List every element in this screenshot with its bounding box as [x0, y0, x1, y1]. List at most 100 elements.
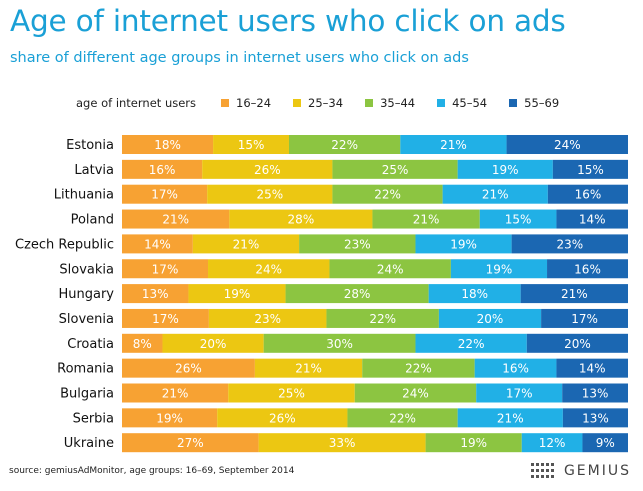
bar-segment [479, 209, 557, 229]
data-label: 16% [149, 163, 176, 177]
source-note: source: gemiusAdMonitor, age groups: 16–… [9, 466, 295, 476]
bar-segment [326, 308, 439, 328]
bar-segment [122, 333, 163, 353]
data-label: 13% [582, 387, 609, 401]
bar-segment [122, 308, 209, 328]
data-label: 9% [596, 436, 615, 450]
legend: age of internet users 16–24 25–34 35–44 … [76, 95, 581, 111]
data-label: 16% [574, 262, 601, 276]
data-label: 18% [461, 287, 488, 301]
bar-segment [582, 433, 628, 453]
category-label: Ukraine [64, 436, 114, 451]
bar-segment [122, 159, 203, 179]
bar-segment [213, 135, 289, 154]
bar-segment [122, 383, 229, 403]
data-label: 21% [497, 411, 524, 425]
data-label: 26% [269, 411, 296, 425]
data-label: 13% [582, 411, 609, 425]
category-label: Serbia [73, 411, 114, 426]
bar-segment [521, 433, 583, 453]
legend-swatch [365, 99, 374, 107]
gemius-logo: GEMIUS [530, 463, 631, 479]
category-label: Bulgaria [60, 387, 114, 402]
bar-segment [400, 135, 507, 154]
data-label: 12% [539, 436, 566, 450]
data-label: 26% [254, 163, 281, 177]
bar-segment [562, 408, 628, 428]
data-label: 25% [256, 188, 283, 202]
data-label: 27% [177, 436, 204, 450]
legend-item-16-24: 16–24 [221, 96, 271, 110]
data-label: 25% [278, 387, 305, 401]
data-label: 16% [575, 188, 602, 202]
bar-segment [562, 383, 628, 403]
data-label: 28% [288, 213, 315, 227]
data-label: 15% [505, 213, 532, 227]
legend-swatch [437, 99, 446, 107]
data-label: 21% [440, 138, 467, 152]
bar-segment [228, 383, 355, 403]
legend-swatch [293, 99, 302, 107]
legend-swatch [509, 99, 518, 107]
data-label: 21% [413, 213, 440, 227]
data-label: 23% [556, 237, 583, 251]
data-label: 22% [458, 337, 485, 351]
data-label: 21% [162, 387, 189, 401]
data-label: 23% [254, 312, 281, 326]
data-label: 22% [331, 138, 358, 152]
data-label: 17% [571, 312, 598, 326]
category-label: Poland [71, 213, 114, 228]
data-label: 25% [382, 163, 409, 177]
data-label: 24% [402, 387, 429, 401]
bar-segment [347, 408, 458, 428]
bar-segment [438, 308, 542, 328]
legend-item-45-54: 45–54 [437, 96, 487, 110]
bar-segment [425, 433, 522, 453]
data-label: 22% [405, 362, 432, 376]
legend-label: 55–69 [524, 96, 560, 110]
bar-segment [122, 284, 189, 304]
bar-segment [122, 135, 214, 154]
data-label: 23% [344, 237, 371, 251]
bar-segment [122, 184, 208, 204]
bar-segment [122, 433, 259, 453]
chart-title: Age of internet users who click on ads [10, 4, 566, 38]
bar-segment [162, 333, 264, 353]
bar-segment [122, 234, 193, 254]
data-label: 15% [238, 138, 265, 152]
bar-segment [457, 159, 553, 179]
legend-label: 25–34 [308, 96, 344, 110]
bar-segment [450, 259, 548, 279]
bar-segment [229, 209, 373, 229]
data-label: 21% [561, 287, 588, 301]
bar-segment [520, 284, 628, 304]
bar-segment [506, 135, 628, 154]
bar-segment [332, 184, 443, 204]
category-label: Latvia [74, 163, 114, 178]
chart-subtitle: share of different age groups in interne… [10, 50, 469, 66]
bar-segment [556, 209, 628, 229]
bar-segment [329, 259, 451, 279]
bar-segment [217, 408, 348, 428]
data-label: 19% [492, 163, 519, 177]
data-label: 21% [162, 213, 189, 227]
bar-segment [258, 433, 426, 453]
data-label: 24% [255, 262, 282, 276]
legend-title: age of internet users [76, 96, 197, 110]
bar-segment [122, 209, 230, 229]
data-label: 20% [200, 337, 227, 351]
data-label: 30% [326, 337, 353, 351]
data-label: 17% [151, 188, 178, 202]
bar-segment [476, 383, 563, 403]
category-label: Hungary [58, 287, 114, 302]
bar-segment [511, 234, 628, 254]
logo-dots-icon [530, 463, 554, 478]
legend-item-55-69: 55–69 [509, 96, 559, 110]
data-label: 17% [152, 262, 179, 276]
legend-label: 16–24 [236, 96, 272, 110]
bar-segment [457, 408, 563, 428]
category-label: Slovenia [59, 312, 114, 327]
bar-segment [208, 308, 327, 328]
data-label: 20% [477, 312, 504, 326]
category-label: Slovakia [59, 262, 114, 277]
